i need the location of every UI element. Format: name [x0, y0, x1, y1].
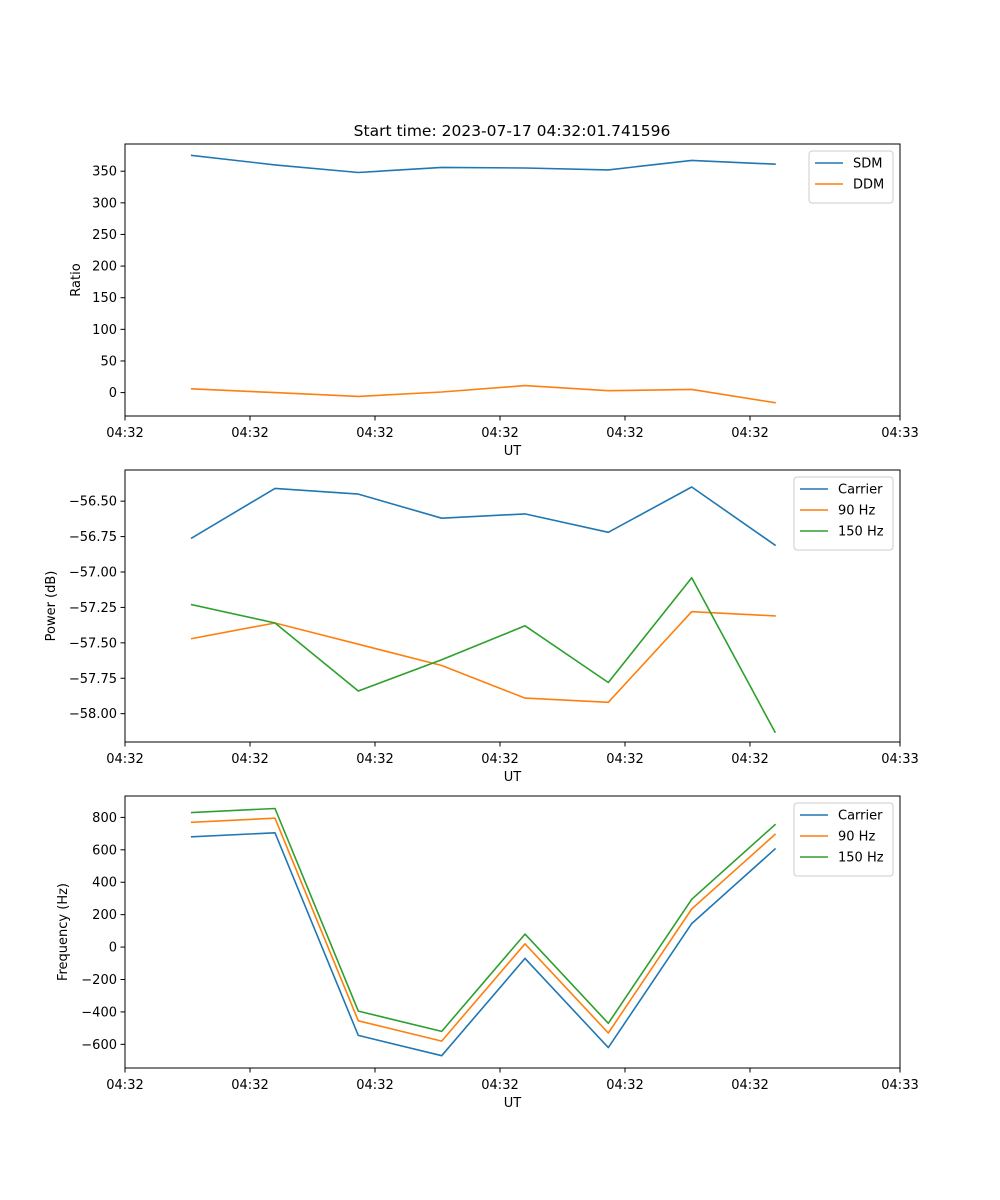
y-axis-label: Frequency (Hz): [56, 883, 71, 981]
axes-frame: [124, 795, 901, 1069]
y-tick-label: −400: [81, 1005, 117, 1020]
y-tick-label: −57.00: [69, 566, 117, 581]
x-tick-label: 04:32: [231, 752, 268, 767]
legend-label: SDM: [853, 157, 882, 172]
subplot-3: 04:32 04:32 04:32 04:32 04:32 04:32 04:33 −600 −…: [56, 795, 919, 1111]
x-tick-label: 04:32: [481, 752, 518, 767]
axes-frame: [124, 143, 901, 417]
legend-label: 90 Hz: [838, 504, 875, 519]
legend-label: Carrier: [838, 483, 883, 498]
y-tick-label: −57.25: [69, 601, 117, 616]
y-tick-label: −56.50: [69, 495, 117, 510]
subplot-2: 04:32 04:32 04:32 04:32 04:32 04:32 04:33 −58.0…: [44, 469, 919, 785]
y-tick-label: 100: [92, 323, 117, 338]
x-tick-label: 04:32: [106, 426, 143, 441]
y-tick-label: −200: [81, 973, 117, 988]
y-tick-label: 0: [109, 386, 117, 401]
y-tick-label: 200: [92, 908, 117, 923]
y-tick-label: 800: [92, 811, 117, 826]
x-tick-label: 04:32: [606, 1078, 643, 1093]
subplots: 04:32 04:32 04:32 04:32 04:32 04:32 04:33 0 50 10…: [44, 143, 919, 1111]
x-tick-label: 04:33: [881, 1078, 918, 1093]
y-tick-label: 300: [92, 196, 117, 211]
y-tick-label: −57.50: [69, 636, 117, 651]
legend-box: [808, 150, 894, 204]
x-tick-label: 04:32: [356, 1078, 393, 1093]
x-tick-label: 04:32: [106, 1078, 143, 1093]
x-tick-label: 04:32: [106, 752, 143, 767]
x-tick-label: 04:33: [881, 752, 918, 767]
y-tick-label: 250: [92, 228, 117, 243]
y-tick-label: −57.75: [69, 672, 117, 687]
y-tick-label: −58.00: [69, 707, 117, 722]
x-tick-label: 04:32: [606, 426, 643, 441]
x-axis-label: UT: [504, 1096, 522, 1111]
x-tick-label: 04:32: [481, 1078, 518, 1093]
y-tick-label: 600: [92, 843, 117, 858]
series-line-90-hz: [190, 610, 776, 704]
series-line-90-hz: [190, 817, 777, 1042]
legend-label: 150 Hz: [838, 851, 884, 866]
x-tick-label: 04:32: [356, 752, 393, 767]
series-line-carrier: [190, 831, 777, 1057]
y-axis-label: Power (dB): [44, 571, 59, 642]
x-tick-label: 04:32: [731, 1078, 768, 1093]
x-tick-label: 04:32: [731, 752, 768, 767]
y-tick-label: −56.75: [69, 530, 117, 545]
y-tick-label: 150: [92, 291, 117, 306]
x-tick-label: 04:32: [231, 1078, 268, 1093]
x-tick-label: 04:33: [881, 426, 918, 441]
axes-frame: [124, 469, 901, 743]
figure-title: Start time: 2023-07-17 04:32:01.741596: [354, 122, 671, 140]
x-tick-label: 04:32: [231, 426, 268, 441]
legend: Carrier 90 Hz 150 Hz: [793, 476, 894, 551]
y-axis-label: Ratio: [69, 263, 84, 296]
legend-label: Carrier: [838, 809, 883, 824]
y-tick-label: 400: [92, 876, 117, 891]
legend-label: DDM: [853, 178, 884, 193]
y-tick-label: 350: [92, 165, 117, 180]
series-line-150-hz: [190, 576, 777, 734]
series-line-ddm: [190, 384, 776, 404]
legend: Carrier 90 Hz 150 Hz: [793, 802, 894, 877]
x-tick-label: 04:32: [606, 752, 643, 767]
subplot-1: 04:32 04:32 04:32 04:32 04:32 04:32 04:33 0 50 10…: [69, 143, 919, 459]
x-tick-label: 04:32: [731, 426, 768, 441]
legend-label: 90 Hz: [838, 830, 875, 845]
series-line-carrier: [190, 486, 777, 547]
y-tick-label: −600: [81, 1038, 117, 1053]
x-tick-label: 04:32: [356, 426, 393, 441]
x-tick-label: 04:32: [481, 426, 518, 441]
legend: SDM DDM: [808, 150, 894, 204]
legend-label: 150 Hz: [838, 525, 884, 540]
y-tick-label: 200: [92, 260, 117, 275]
series-line-sdm: [190, 154, 776, 174]
x-axis-label: UT: [504, 770, 522, 785]
y-tick-label: 50: [100, 354, 117, 369]
x-axis-label: UT: [504, 444, 522, 459]
y-tick-label: 0: [109, 941, 117, 956]
series-line-150-hz: [190, 807, 777, 1033]
